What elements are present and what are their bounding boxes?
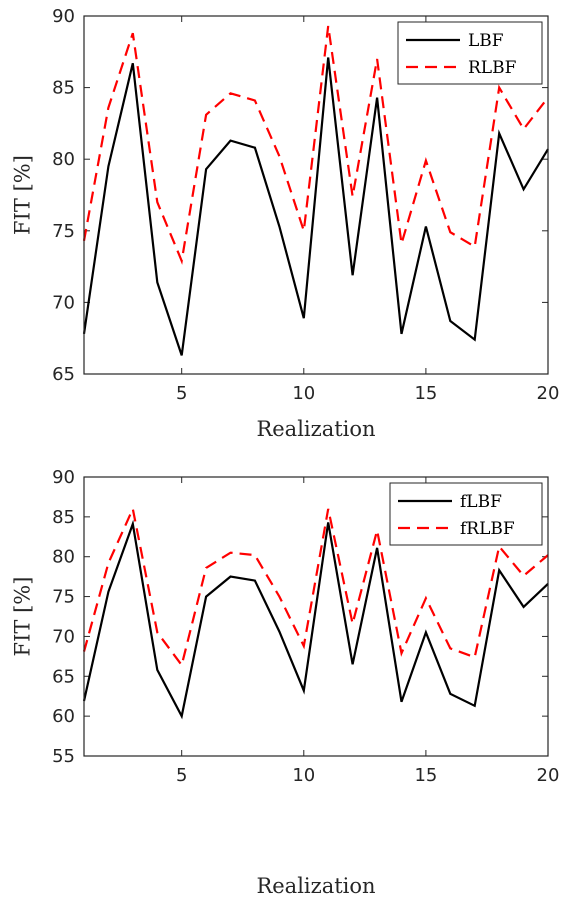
x-axis-label: Realization [256, 417, 375, 441]
y-tick-label: 90 [52, 6, 75, 27]
y-tick-label: 85 [52, 507, 75, 528]
y-tick-label: 85 [52, 78, 75, 99]
legend-box [389, 482, 543, 546]
legend-label-fLBF: fLBF [460, 492, 502, 512]
chart-2: 5 10 15 20 55 60 65 70 75 80 85 90 Realization FIT [%… [10, 467, 559, 898]
y-tick-label: 55 [52, 746, 75, 767]
y-tick-label: 65 [52, 364, 75, 385]
y-tick-label: 80 [52, 547, 75, 568]
series-line-RLBF [82, 25, 549, 265]
x-tick-label: 20 [537, 383, 560, 404]
x-tick-label: 5 [176, 765, 187, 786]
x-tick-label: 15 [414, 383, 437, 404]
series-line-fLBF [82, 519, 549, 720]
x-tick-label: 5 [176, 383, 187, 404]
y-axis-label: FIT [%] [10, 155, 34, 235]
legend-label-RLBF: RLBF [468, 58, 517, 78]
legend-box [397, 21, 543, 85]
x-axis-label: Realization [256, 874, 375, 898]
legend-label-LBF: LBF [468, 31, 504, 51]
legend: fLBF fRLBF [389, 482, 543, 546]
y-tick-label: 75 [52, 587, 75, 608]
y-tick-label: 65 [52, 666, 75, 687]
chart-1: 5 10 15 20 65 70 75 80 85 90 Realization FIT [%] LBF… [10, 6, 559, 441]
y-tick-label: 70 [52, 292, 75, 313]
series-line-LBF [82, 57, 549, 356]
x-tick-label: 20 [537, 765, 560, 786]
y-tick-label: 75 [52, 221, 75, 242]
y-tick-label: 60 [52, 706, 75, 727]
x-tick-label: 10 [292, 383, 315, 404]
x-tick-label: 10 [292, 765, 315, 786]
y-axis-label: FIT [%] [10, 577, 34, 657]
y-tick-label: 80 [52, 149, 75, 170]
legend: LBF RLBF [397, 21, 543, 85]
axes-box [83, 476, 549, 757]
y-tick-label: 90 [52, 467, 75, 488]
legend-label-fRLBF: fRLBF [460, 519, 515, 539]
x-tick-label: 15 [414, 765, 437, 786]
y-tick-label: 70 [52, 626, 75, 647]
axes-box [83, 15, 549, 375]
